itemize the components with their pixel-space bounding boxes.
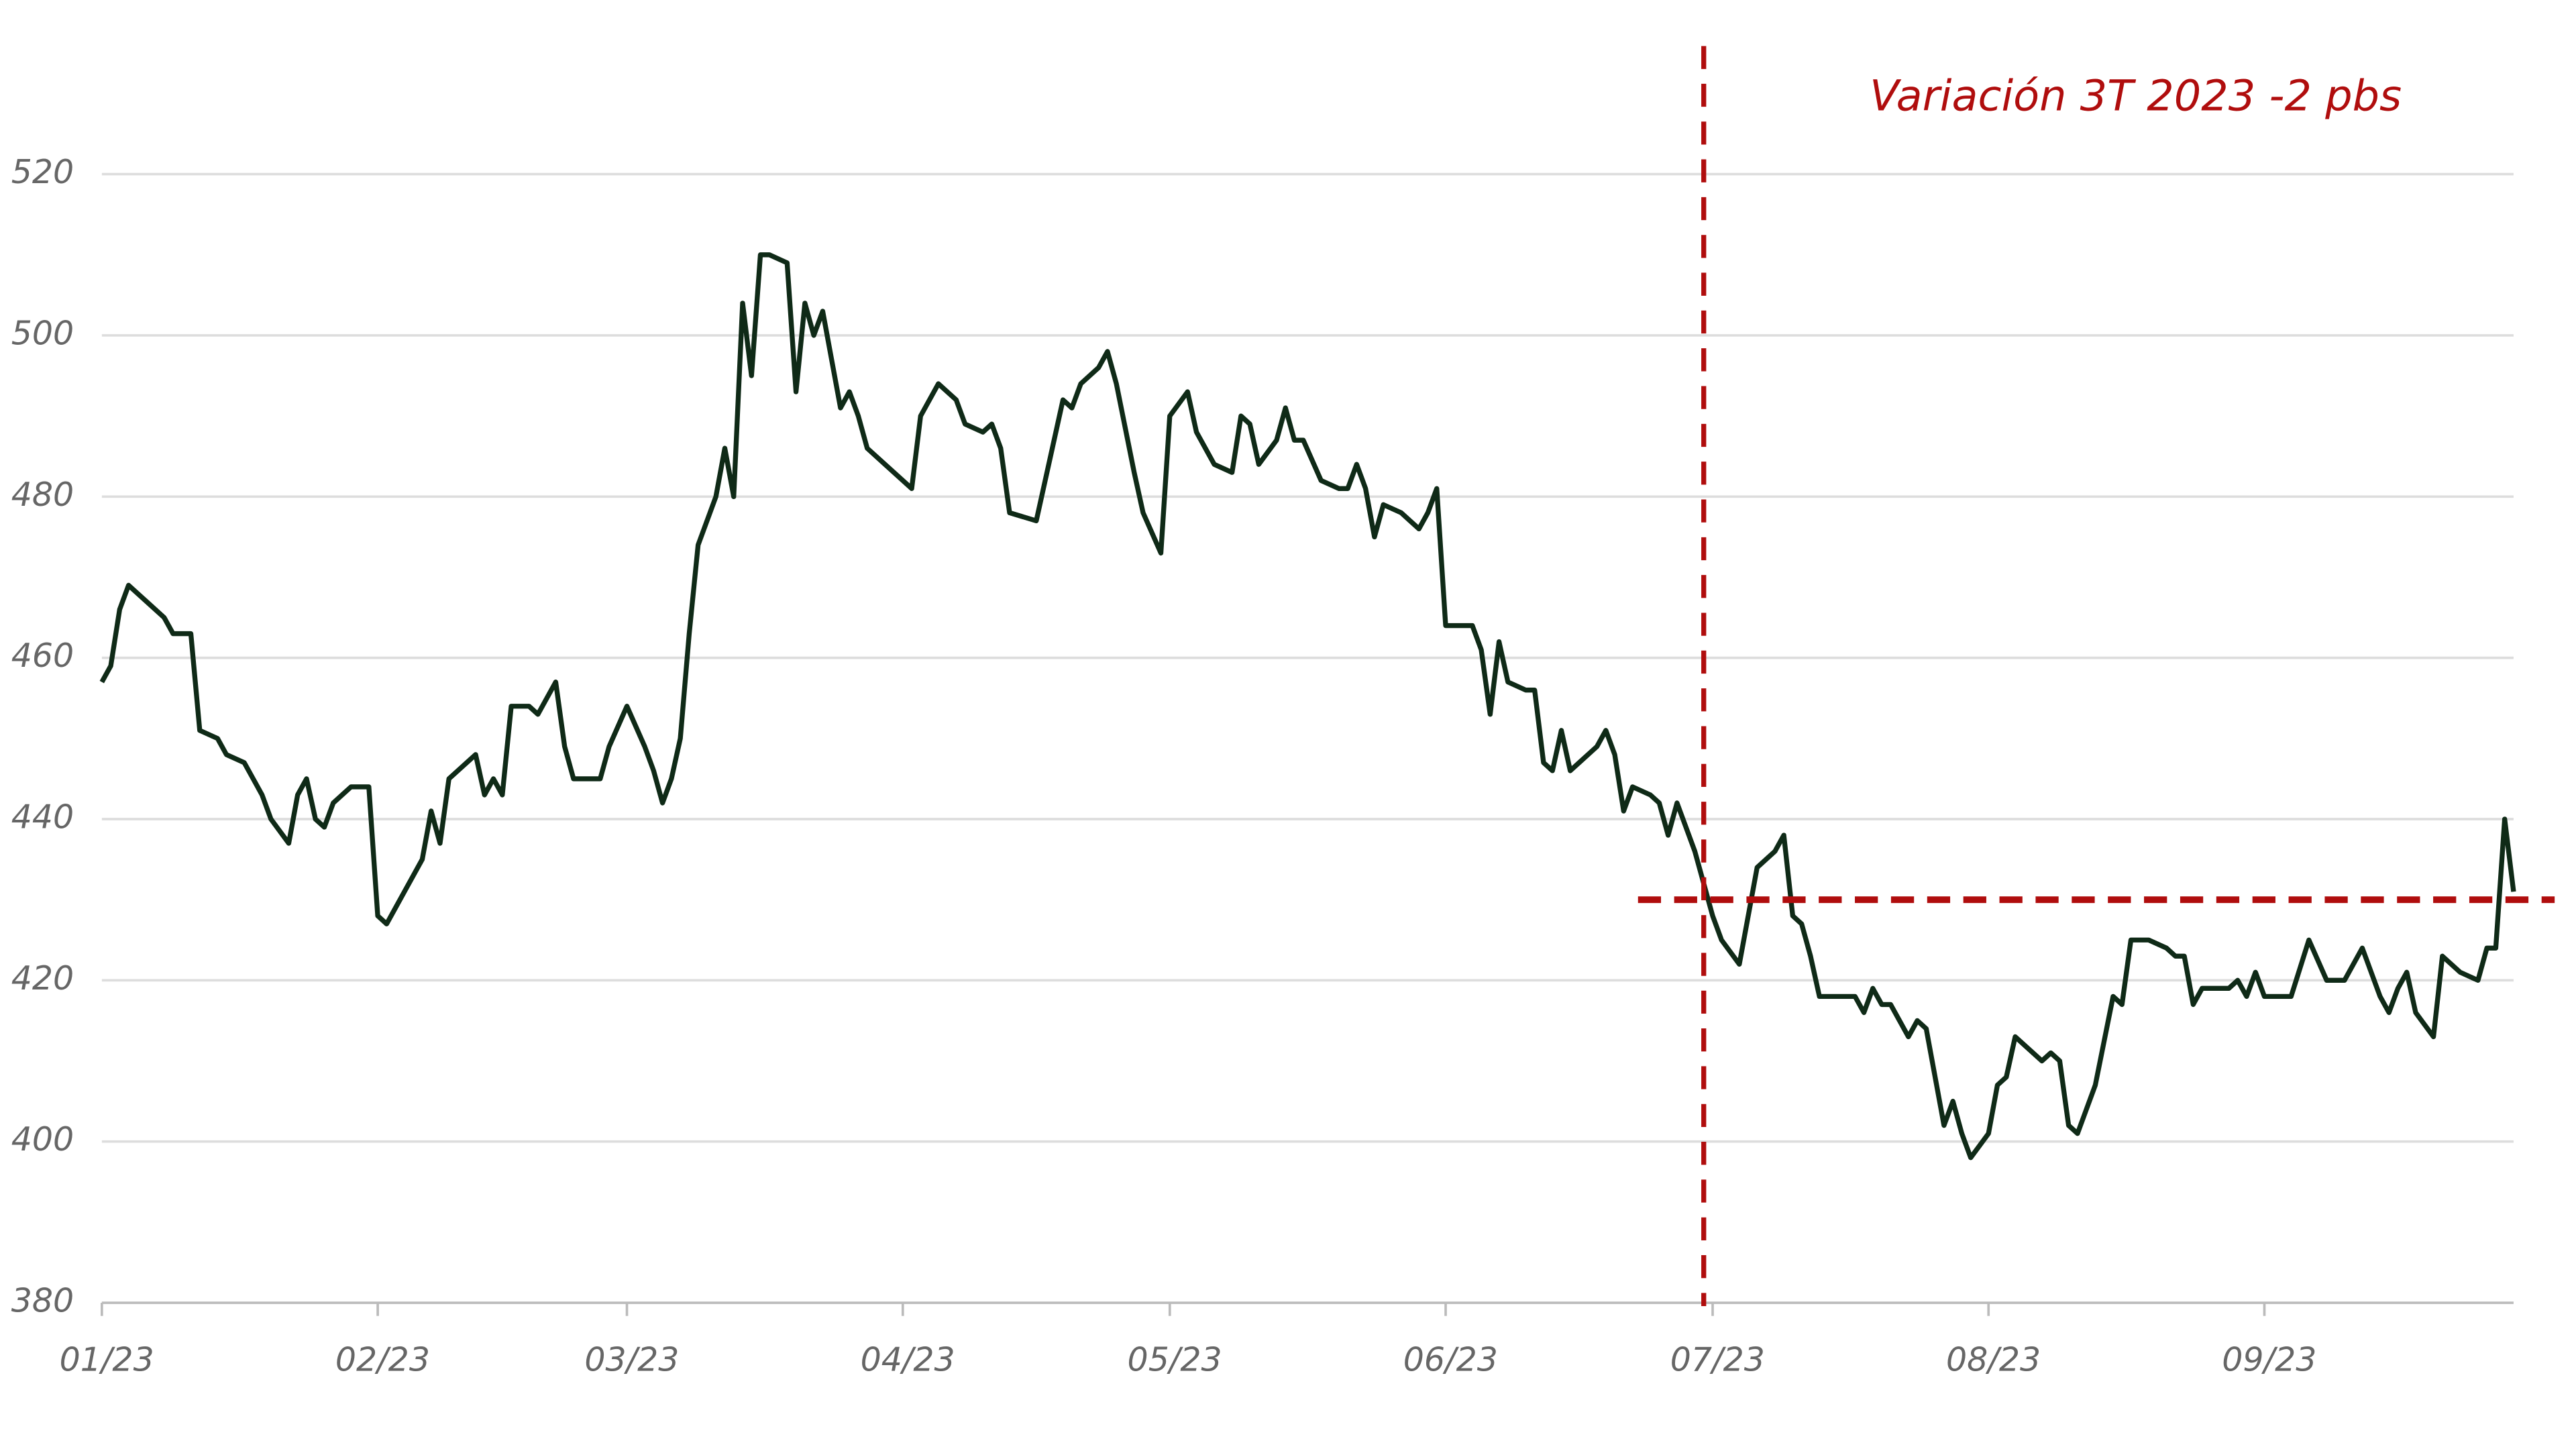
y-tick-label: 440: [11, 798, 74, 836]
annotation: Variación 3T 2023 -2 pbs: [1870, 72, 2402, 121]
x-tick-label: 09/23: [2222, 1341, 2316, 1379]
x-tick-label: 01/23: [60, 1341, 154, 1379]
x-tick-label: 05/23: [1128, 1341, 1222, 1379]
y-tick-label: 420: [11, 959, 74, 998]
series-line: [99, 252, 2516, 1161]
x-tick-label: 08/23: [1946, 1341, 2041, 1379]
y-tick-label: 500: [11, 314, 74, 352]
x-tick-label: 07/23: [1670, 1341, 1765, 1379]
x-tick-label: 02/23: [335, 1341, 430, 1379]
y-tick-label: 460: [11, 637, 74, 675]
x-tick-label: 03/23: [584, 1341, 679, 1379]
x-tick-label: 04/23: [861, 1341, 955, 1379]
y-tick-label: 480: [11, 476, 74, 514]
y-tick-label: 380: [11, 1282, 74, 1320]
y-tick-label: 520: [11, 153, 74, 191]
x-tick-label: 06/23: [1403, 1341, 1498, 1379]
y-tick-label: 400: [11, 1120, 74, 1159]
